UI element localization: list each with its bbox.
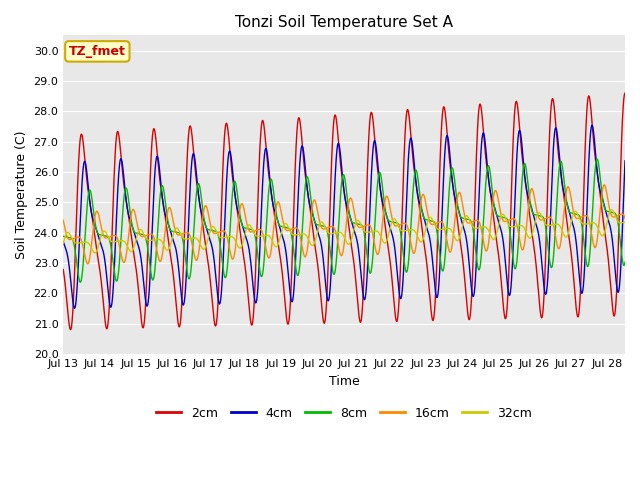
Legend: 2cm, 4cm, 8cm, 16cm, 32cm: 2cm, 4cm, 8cm, 16cm, 32cm <box>151 402 537 425</box>
2cm <box>67 327 74 333</box>
32cm <box>60 240 67 246</box>
Title: Tonzi Soil Temperature Set A: Tonzi Soil Temperature Set A <box>235 15 453 30</box>
2cm <box>621 90 629 96</box>
4cm <box>588 122 596 128</box>
32cm <box>607 207 615 213</box>
2cm <box>550 100 557 106</box>
32cm <box>275 239 283 245</box>
Text: TZ_fmet: TZ_fmet <box>69 45 126 58</box>
4cm <box>275 222 283 228</box>
2cm <box>124 206 131 212</box>
8cm <box>157 187 164 193</box>
16cm <box>600 182 608 188</box>
16cm <box>300 250 307 255</box>
8cm <box>611 210 618 216</box>
Line: 8cm: 8cm <box>63 159 625 282</box>
8cm <box>550 252 557 257</box>
16cm <box>550 223 557 228</box>
X-axis label: Time: Time <box>329 374 360 387</box>
16cm <box>84 261 92 267</box>
Line: 16cm: 16cm <box>63 185 625 264</box>
32cm <box>611 211 618 216</box>
32cm <box>550 222 557 228</box>
16cm <box>60 217 67 223</box>
32cm <box>157 238 164 243</box>
4cm <box>70 305 78 311</box>
Line: 4cm: 4cm <box>63 125 625 308</box>
16cm <box>157 258 164 264</box>
4cm <box>60 239 67 245</box>
2cm <box>300 152 307 158</box>
4cm <box>300 146 307 152</box>
2cm <box>611 313 618 319</box>
2cm <box>275 246 283 252</box>
32cm <box>124 244 131 250</box>
4cm <box>157 180 164 186</box>
8cm <box>77 279 84 285</box>
4cm <box>550 141 557 147</box>
8cm <box>593 156 601 162</box>
16cm <box>124 242 131 248</box>
4cm <box>621 158 629 164</box>
8cm <box>60 233 67 239</box>
32cm <box>91 250 99 256</box>
16cm <box>621 216 629 221</box>
Line: 2cm: 2cm <box>63 93 625 330</box>
32cm <box>300 231 307 237</box>
8cm <box>300 211 307 216</box>
4cm <box>124 207 131 213</box>
16cm <box>611 214 618 220</box>
8cm <box>275 222 283 228</box>
2cm <box>157 185 164 191</box>
4cm <box>611 258 618 264</box>
8cm <box>621 259 629 265</box>
2cm <box>60 267 67 273</box>
16cm <box>275 200 283 205</box>
32cm <box>621 219 629 225</box>
8cm <box>124 190 131 195</box>
Line: 32cm: 32cm <box>63 210 625 253</box>
Y-axis label: Soil Temperature (C): Soil Temperature (C) <box>15 131 28 259</box>
